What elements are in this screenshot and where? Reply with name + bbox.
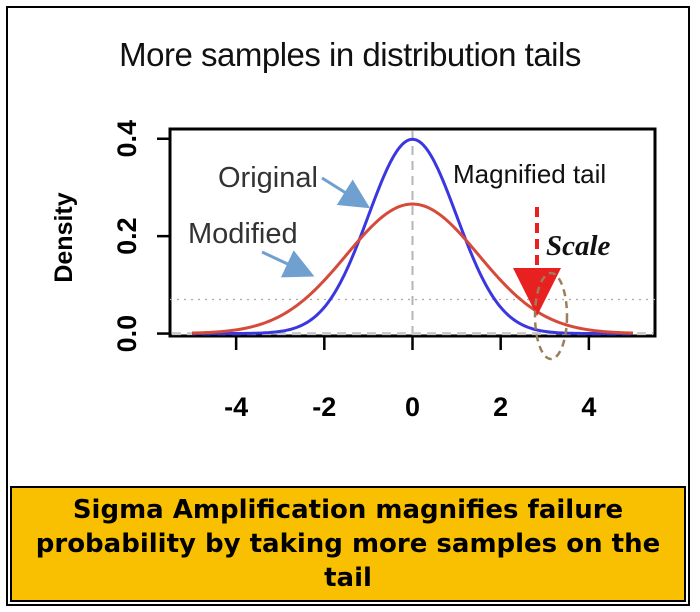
modified-arrow — [261, 250, 315, 278]
x-tick-label: 0 — [405, 392, 420, 422]
series-line-modified — [192, 202, 633, 335]
caption-text: Sigma Amplification magnifies failure pr… — [35, 495, 661, 593]
y-tick-label: 0.0 — [112, 315, 142, 353]
y-tick-label: 0.4 — [112, 120, 142, 158]
x-tick-label: -4 — [224, 392, 248, 422]
y-axis-label: Density — [50, 192, 78, 282]
x-tick-label: 2 — [493, 392, 508, 422]
scale-label: Scale — [546, 230, 611, 262]
original-arrow — [321, 176, 371, 209]
chart-title: More samples in distribution tails — [119, 36, 581, 73]
tail-ellipse — [533, 271, 569, 361]
x-tick-label: -2 — [312, 392, 336, 422]
x-tick-label: 4 — [581, 392, 596, 422]
original-label: Original — [218, 162, 318, 194]
series-line-original — [192, 137, 633, 336]
caption-box: Sigma Amplification magnifies failure pr… — [10, 486, 686, 602]
y-tick-label: 0.2 — [112, 217, 142, 255]
magnified-tail-label: Magnified tail — [453, 159, 606, 189]
modified-label: Modified — [188, 218, 298, 250]
chart: -4 -2 0 2 4 0.0 0.2 0.4 Density Original Modified… — [50, 120, 657, 422]
